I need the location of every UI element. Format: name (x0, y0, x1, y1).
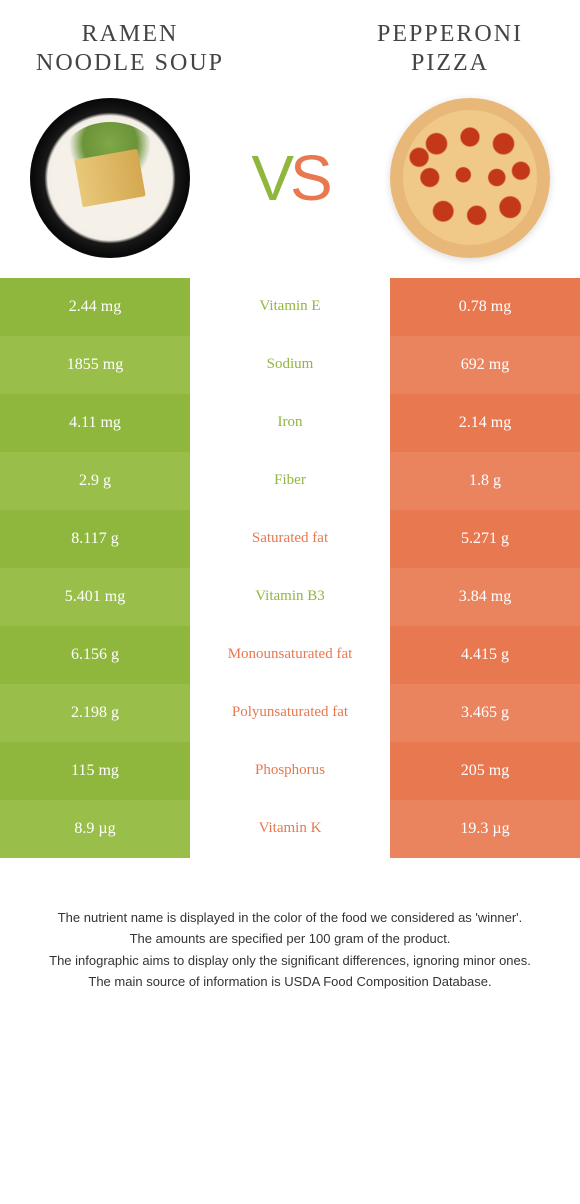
left-value: 2.198 g (0, 684, 190, 742)
nutrient-label: Polyunsaturated fat (190, 684, 390, 742)
table-row: 2.198 gPolyunsaturated fat3.465 g (0, 684, 580, 742)
right-value: 3.84 mg (390, 568, 580, 626)
vs-s: S (290, 142, 329, 214)
footer-line: The infographic aims to display only the… (30, 951, 550, 971)
right-value: 3.465 g (390, 684, 580, 742)
vs-v: V (251, 142, 290, 214)
table-row: 2.9 gFiber1.8 g (0, 452, 580, 510)
table-row: 1855 mgSodium692 mg (0, 336, 580, 394)
left-value: 8.117 g (0, 510, 190, 568)
left-value: 115 mg (0, 742, 190, 800)
left-value: 2.44 mg (0, 278, 190, 336)
left-value: 6.156 g (0, 626, 190, 684)
footer-line: The amounts are specified per 100 gram o… (30, 929, 550, 949)
nutrient-label: Vitamin K (190, 800, 390, 858)
table-row: 4.11 mgIron2.14 mg (0, 394, 580, 452)
header: RAMEN NOODLE SOUP PEPPERONI PIZZA (0, 0, 580, 88)
footer-line: The nutrient name is displayed in the co… (30, 908, 550, 928)
right-value: 205 mg (390, 742, 580, 800)
left-food-title: RAMEN NOODLE SOUP (30, 20, 230, 78)
table-row: 8.9 µgVitamin K19.3 µg (0, 800, 580, 858)
right-value: 4.415 g (390, 626, 580, 684)
nutrient-label: Saturated fat (190, 510, 390, 568)
right-food-title: PEPPERONI PIZZA (350, 20, 550, 78)
right-value: 0.78 mg (390, 278, 580, 336)
table-row: 5.401 mgVitamin B33.84 mg (0, 568, 580, 626)
left-value: 4.11 mg (0, 394, 190, 452)
footer-line: The main source of information is USDA F… (30, 972, 550, 992)
right-value: 2.14 mg (390, 394, 580, 452)
ramen-image (30, 98, 190, 258)
images-row: VS (0, 88, 580, 278)
nutrient-label: Sodium (190, 336, 390, 394)
nutrient-label: Phosphorus (190, 742, 390, 800)
right-value: 1.8 g (390, 452, 580, 510)
pizza-image (390, 98, 550, 258)
nutrient-label: Fiber (190, 452, 390, 510)
left-value: 1855 mg (0, 336, 190, 394)
right-value: 5.271 g (390, 510, 580, 568)
right-value: 19.3 µg (390, 800, 580, 858)
nutrient-label: Vitamin B3 (190, 568, 390, 626)
nutrient-label: Monounsaturated fat (190, 626, 390, 684)
nutrient-label: Iron (190, 394, 390, 452)
footer-notes: The nutrient name is displayed in the co… (0, 858, 580, 1024)
right-value: 692 mg (390, 336, 580, 394)
vs-label: VS (251, 141, 328, 215)
left-value: 2.9 g (0, 452, 190, 510)
nutrient-table: 2.44 mgVitamin E0.78 mg1855 mgSodium692 … (0, 278, 580, 858)
left-value: 5.401 mg (0, 568, 190, 626)
left-value: 8.9 µg (0, 800, 190, 858)
nutrient-label: Vitamin E (190, 278, 390, 336)
table-row: 115 mgPhosphorus205 mg (0, 742, 580, 800)
table-row: 8.117 gSaturated fat5.271 g (0, 510, 580, 568)
table-row: 6.156 gMonounsaturated fat4.415 g (0, 626, 580, 684)
table-row: 2.44 mgVitamin E0.78 mg (0, 278, 580, 336)
